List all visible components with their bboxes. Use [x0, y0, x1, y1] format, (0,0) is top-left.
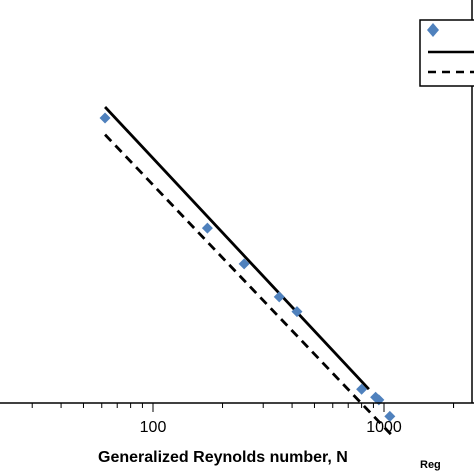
- data-point-diamond: [356, 383, 368, 395]
- x-axis-title: Generalized Reynolds number, N Reg: [98, 449, 441, 471]
- data-point-diamond: [201, 222, 213, 234]
- data-point-diamond: [273, 291, 285, 303]
- series-line-dashed: [104, 133, 392, 436]
- x-axis-label: Generalized Reynolds number, N: [98, 449, 348, 466]
- legend-marker-diamond: [427, 23, 439, 37]
- data-point-diamond: [238, 258, 250, 270]
- data-point-diamond: [384, 410, 396, 422]
- x-ticks: [31, 403, 455, 412]
- data-point-diamond: [99, 112, 111, 124]
- x-tick-label: 1000: [366, 419, 402, 436]
- x-axis: 100 1000: [0, 402, 474, 436]
- series-line-solid: [104, 106, 370, 391]
- x-axis-label-subscript: Reg: [420, 459, 441, 471]
- data-point-diamond: [291, 306, 303, 318]
- legend: [419, 19, 474, 87]
- x-tick-label: 100: [140, 419, 167, 436]
